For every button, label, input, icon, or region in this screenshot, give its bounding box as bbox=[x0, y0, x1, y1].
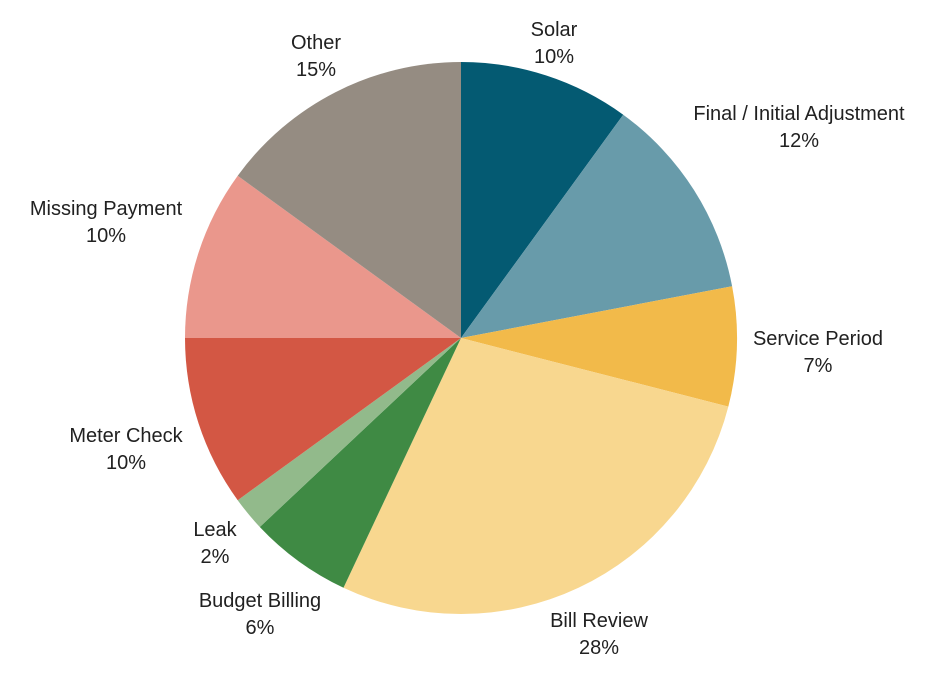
slice-label-pct: 7% bbox=[803, 355, 833, 377]
pie-slice-other bbox=[237, 62, 461, 338]
slice-label-pct: 6% bbox=[245, 617, 275, 639]
slice-label-text: Solar bbox=[530, 19, 578, 41]
pie-slice-missing-payment bbox=[184, 175, 461, 338]
slice-label-text: Leak bbox=[193, 519, 237, 541]
slice-label-final-initial-adjustment: Final / Initial Adjustment 12% bbox=[693, 101, 904, 155]
slice-label-pct: 2% bbox=[200, 546, 230, 568]
pie-slice-solar bbox=[461, 61, 624, 338]
slice-label-text: Budget Billing bbox=[198, 590, 322, 612]
slice-label-missing-payment: Missing Payment 10% bbox=[30, 196, 182, 250]
slice-label-pct: 10% bbox=[533, 46, 575, 68]
slice-label-text: Missing Payment bbox=[29, 198, 183, 220]
slice-label-pct: 10% bbox=[85, 225, 127, 247]
slice-label-other: Other 15% bbox=[291, 30, 341, 84]
pie-slice-service-period bbox=[461, 286, 738, 407]
slice-label-leak: Leak 2% bbox=[193, 517, 236, 571]
slice-label-text: Bill Review bbox=[550, 610, 648, 632]
slice-label-bill-review: Bill Review 28% bbox=[550, 608, 648, 662]
slice-label-text: Meter Check bbox=[69, 425, 183, 447]
slice-label-solar: Solar 10% bbox=[531, 17, 578, 71]
pie-slice-meter-check bbox=[185, 338, 461, 501]
slice-label-pct: 28% bbox=[578, 637, 620, 659]
pie-slice-final-initial-adjustment bbox=[461, 114, 733, 339]
slice-label-text: Service Period bbox=[752, 328, 884, 350]
slice-label-service-period: Service Period 7% bbox=[753, 326, 883, 380]
pie-slice-bill-review bbox=[343, 338, 729, 615]
pie-slice-leak bbox=[237, 338, 461, 527]
slice-label-budget-billing: Budget Billing 6% bbox=[199, 588, 321, 642]
slice-label-text: Other bbox=[290, 32, 342, 54]
slice-label-meter-check: Meter Check 10% bbox=[69, 423, 182, 477]
pie-slice-budget-billing bbox=[259, 338, 461, 588]
slice-label-pct: 15% bbox=[295, 59, 337, 81]
slice-label-pct: 12% bbox=[778, 130, 820, 152]
slice-label-text: Final / Initial Adjustment bbox=[693, 103, 905, 125]
slice-label-pct: 10% bbox=[105, 452, 147, 474]
